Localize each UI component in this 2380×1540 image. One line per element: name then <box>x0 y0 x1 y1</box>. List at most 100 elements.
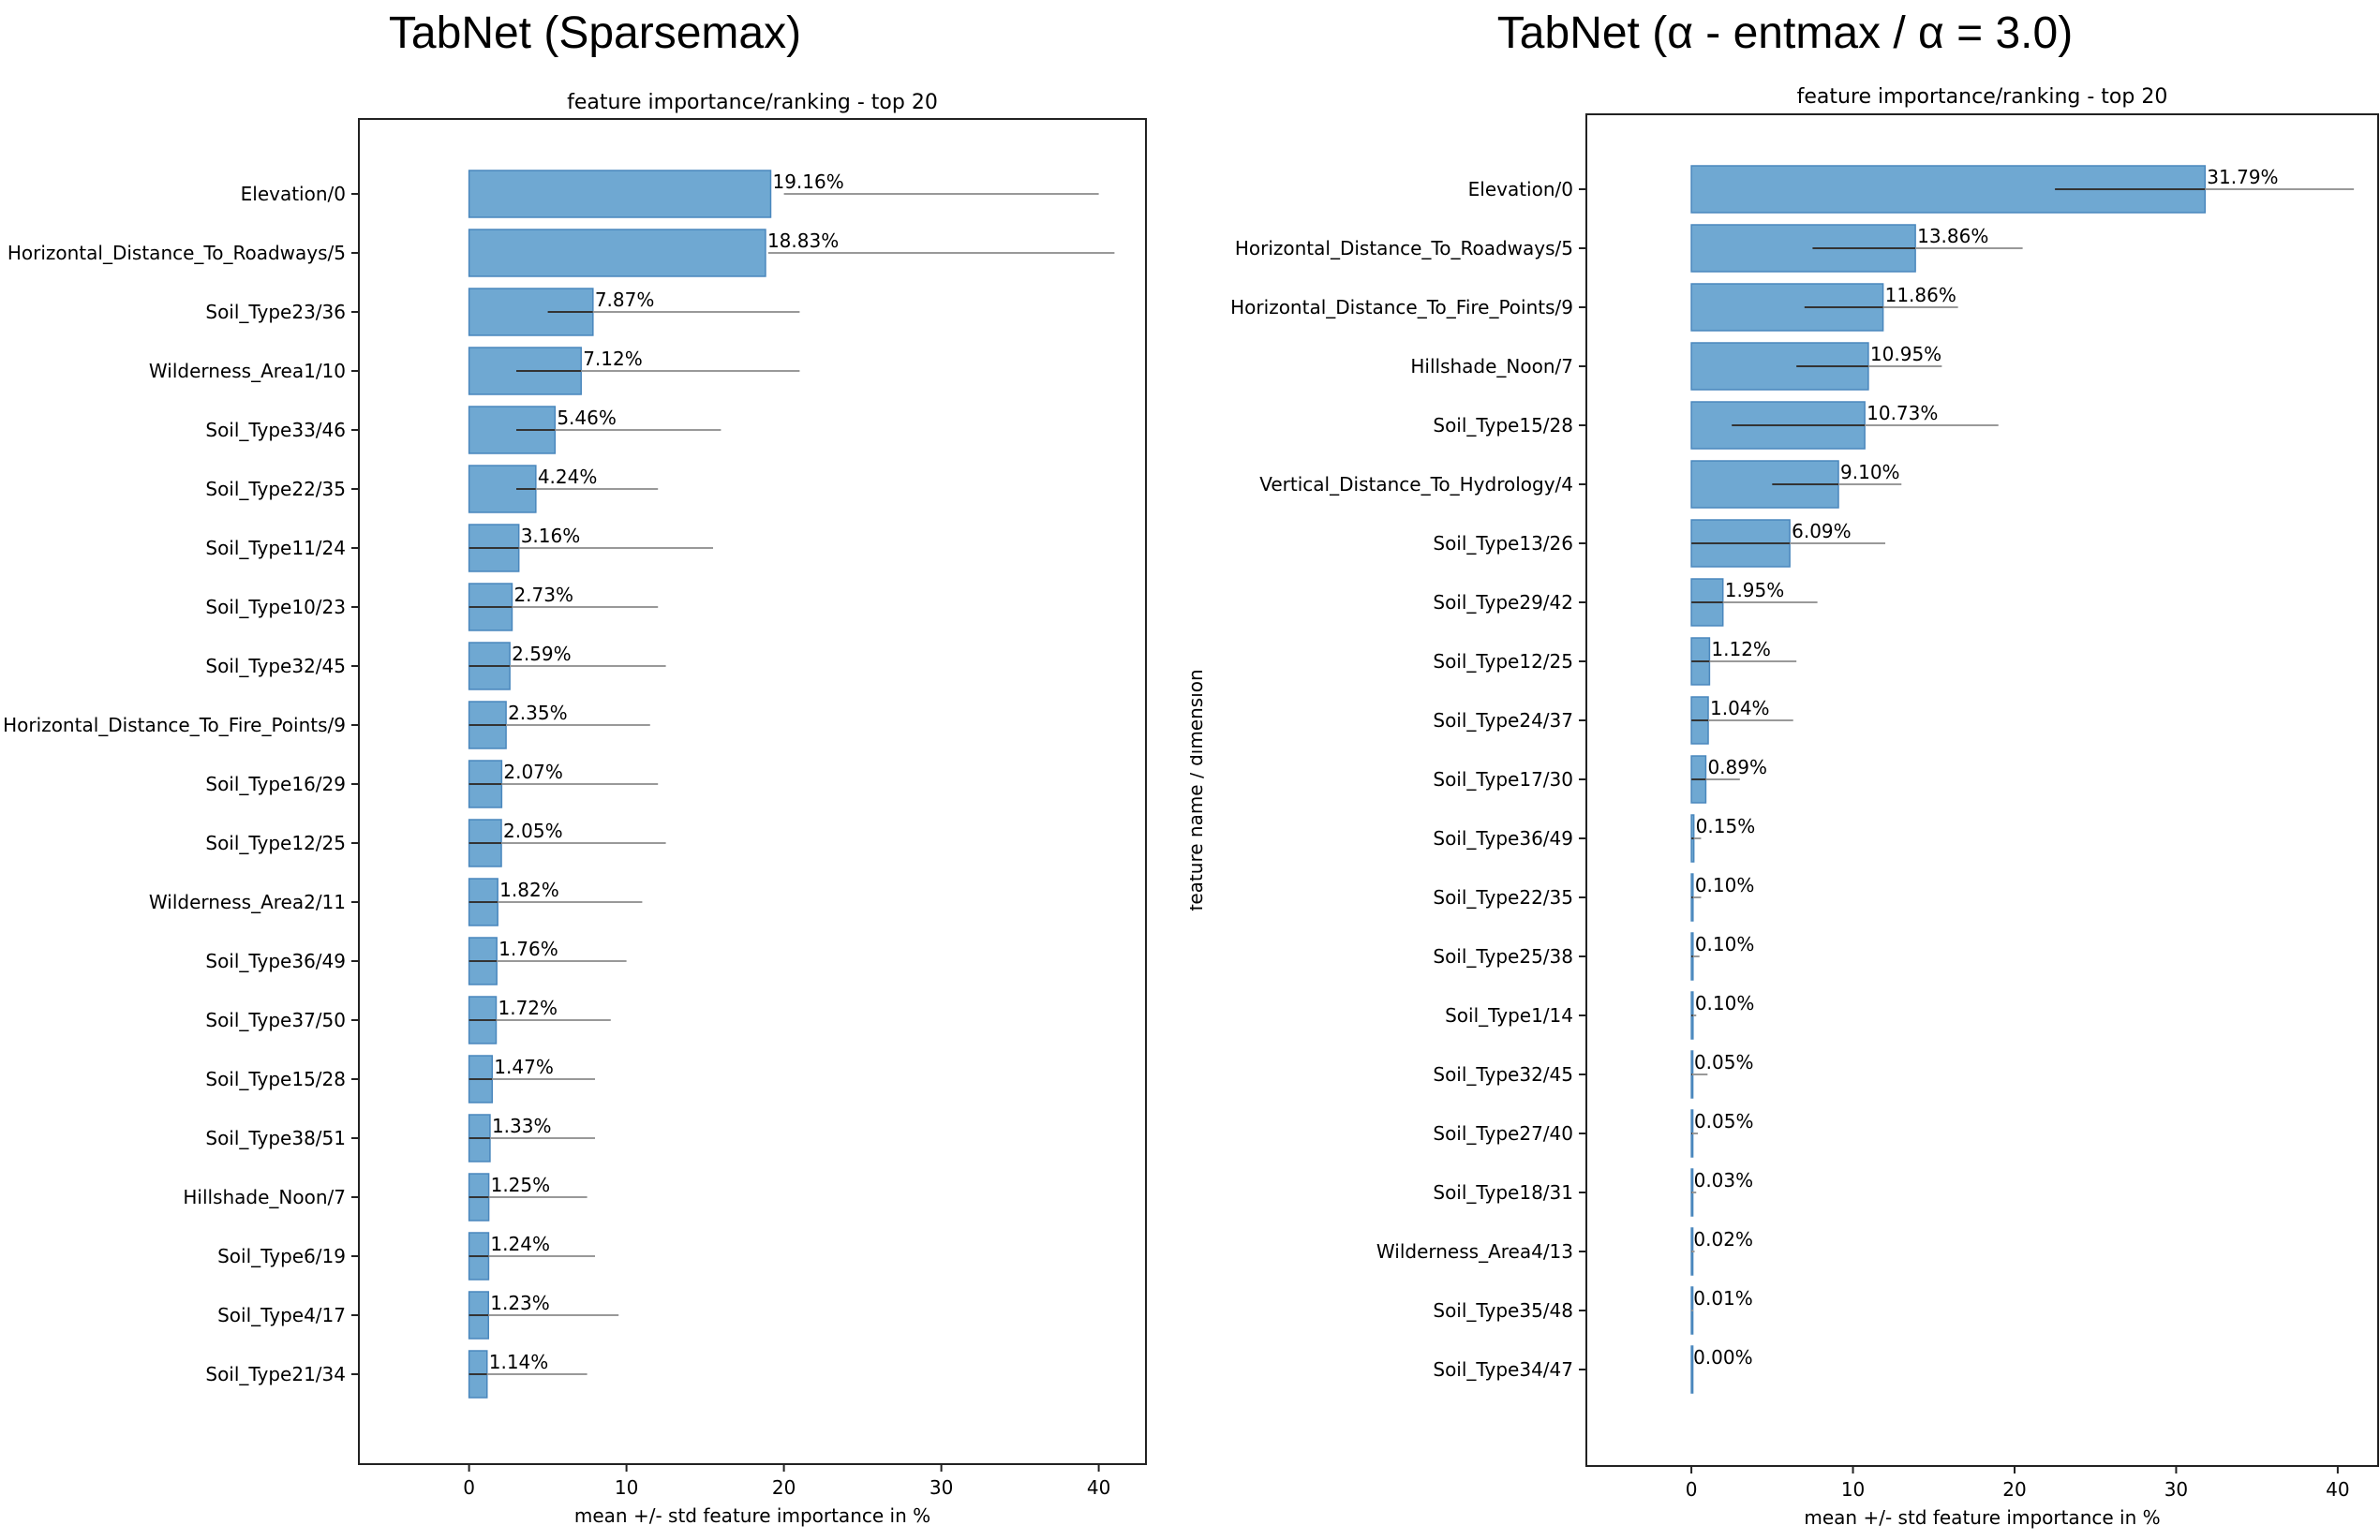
data-label: 13.86% <box>1917 225 1988 247</box>
y-tick-label: Soil_Type23/36 <box>205 301 346 323</box>
bar-chart-sparsemax: feature importance/ranking - top 20 mean … <box>3 91 1147 1527</box>
y-tick-label: Soil_Type35/48 <box>1433 1299 1573 1322</box>
x-tick-label: 30 <box>930 1476 953 1499</box>
bar <box>1690 342 1869 391</box>
y-tick-label: Soil_Type6/19 <box>217 1245 346 1267</box>
x-tick-label: 20 <box>2002 1478 2026 1501</box>
data-label: 0.05% <box>1694 1110 1754 1133</box>
data-label: 0.02% <box>1693 1228 1753 1251</box>
data-label: 1.95% <box>1725 579 1785 601</box>
y-tick-label: Soil_Type16/29 <box>205 773 346 795</box>
data-label: 0.10% <box>1695 874 1755 896</box>
y-axis-label: feature name / dimension <box>1190 669 1207 911</box>
bar <box>1690 1345 1694 1394</box>
data-label: 1.23% <box>490 1292 550 1314</box>
y-tick-label: Horizontal_Distance_To_Roadways/5 <box>7 242 346 264</box>
data-label: 19.16% <box>772 170 843 193</box>
data-label: 0.01% <box>1693 1287 1753 1310</box>
y-tick-label: Horizontal_Distance_To_Fire_Points/9 <box>1230 296 1573 318</box>
plot-frame <box>1585 113 2379 1467</box>
y-tick-label: Hillshade_Noon/7 <box>1410 355 1573 378</box>
data-label: 0.10% <box>1695 992 1755 1014</box>
data-label: 11.86% <box>1885 284 1956 306</box>
y-tick-label: Soil_Type12/25 <box>1433 650 1573 673</box>
y-tick-label: Soil_Type15/28 <box>1433 414 1573 437</box>
x-tick-label: 40 <box>2326 1478 2349 1501</box>
data-label: 2.59% <box>512 643 572 665</box>
y-tick-label: Soil_Type12/25 <box>205 832 346 854</box>
data-label: 1.24% <box>490 1233 550 1255</box>
plot-frame <box>358 118 1147 1465</box>
x-tick-label: 10 <box>1841 1478 1865 1501</box>
y-tick-label: Soil_Type29/42 <box>1433 591 1573 614</box>
y-tick-label: Soil_Type17/30 <box>1433 768 1573 791</box>
y-tick-label: Hillshade_Noon/7 <box>183 1186 346 1208</box>
y-tick-label: Soil_Type18/31 <box>1433 1181 1573 1204</box>
data-label: 1.82% <box>499 879 559 901</box>
data-label: 2.35% <box>508 702 568 724</box>
x-tick-label: 0 <box>463 1476 475 1499</box>
data-label: 7.12% <box>583 348 643 370</box>
data-label: 0.03% <box>1694 1169 1754 1192</box>
y-tick-label: Soil_Type33/46 <box>205 419 346 441</box>
y-tick-label: Soil_Type32/45 <box>1433 1063 1573 1086</box>
data-label: 5.46% <box>557 407 617 429</box>
data-label: 1.04% <box>1710 697 1770 719</box>
data-label: 0.10% <box>1695 933 1755 955</box>
y-tick-label: Soil_Type34/47 <box>1433 1358 1573 1381</box>
x-tick-label: 30 <box>2164 1478 2188 1501</box>
chart-heading: TabNet (α - entmax / α = 3.0) <box>1496 8 2074 58</box>
y-tick-label: Horizontal_Distance_To_Fire_Points/9 <box>3 714 346 736</box>
data-label: 10.73% <box>1867 402 1938 424</box>
data-label: 1.25% <box>491 1174 551 1196</box>
y-tick-label: Soil_Type37/50 <box>205 1009 346 1031</box>
data-label: 10.95% <box>1870 343 1941 365</box>
data-label: 4.24% <box>538 466 598 488</box>
data-label: 9.10% <box>1840 461 1900 483</box>
y-tick-label: Horizontal_Distance_To_Roadways/5 <box>1235 237 1573 259</box>
data-label: 1.33% <box>492 1115 552 1137</box>
y-tick-label: Soil_Type10/23 <box>205 596 346 618</box>
data-label: 1.76% <box>498 938 558 960</box>
data-label: 7.87% <box>595 289 655 311</box>
data-label: 0.15% <box>1696 815 1756 837</box>
y-tick-label: Soil_Type21/34 <box>205 1363 346 1385</box>
y-tick-label: Soil_Type11/24 <box>205 537 346 559</box>
y-tick-label: Soil_Type27/40 <box>1433 1122 1573 1145</box>
data-label: 0.05% <box>1694 1051 1754 1074</box>
chart-title: feature importance/ranking - top 20 <box>1797 85 2168 109</box>
data-label: 3.16% <box>521 525 581 547</box>
chart-panel-sparsemax: TabNet (Sparsemax) feature importance/ra… <box>0 0 1190 1536</box>
data-label: 1.12% <box>1711 638 1771 660</box>
data-label: 1.47% <box>494 1056 554 1078</box>
y-tick-label: Soil_Type36/49 <box>1433 827 1573 850</box>
data-label: 1.14% <box>489 1351 549 1373</box>
data-label: 6.09% <box>1792 520 1852 542</box>
x-tick-label: 40 <box>1087 1476 1110 1499</box>
chart-title: feature importance/ranking - top 20 <box>567 91 938 114</box>
y-tick-label: Soil_Type38/51 <box>205 1127 346 1149</box>
y-tick-label: Vertical_Distance_To_Hydrology/4 <box>1259 473 1573 496</box>
y-tick-label: Elevation/0 <box>1468 178 1573 200</box>
y-tick-label: Wilderness_Area1/10 <box>149 360 346 382</box>
data-label: 2.05% <box>503 820 563 842</box>
y-tick-label: Wilderness_Area4/13 <box>1376 1240 1573 1263</box>
y-tick-label: Soil_Type24/37 <box>1433 709 1573 732</box>
y-tick-label: Soil_Type15/28 <box>205 1068 346 1090</box>
y-tick-label: Wilderness_Area2/11 <box>149 891 346 913</box>
bar <box>468 229 766 277</box>
x-axis-label: mean +/- std feature importance in % <box>574 1504 930 1527</box>
data-label: 1.72% <box>498 997 558 1019</box>
y-tick-label: Soil_Type25/38 <box>1433 945 1573 968</box>
data-label: 31.79% <box>2207 166 2278 188</box>
y-tick-label: Elevation/0 <box>241 183 346 205</box>
data-label: 2.07% <box>503 761 563 783</box>
x-tick-label: 20 <box>772 1476 796 1499</box>
x-axis-label: mean +/- std feature importance in % <box>1804 1506 2160 1529</box>
data-label: 0.00% <box>1693 1346 1753 1369</box>
data-label: 18.83% <box>767 230 839 252</box>
x-tick-label: 10 <box>615 1476 638 1499</box>
x-tick-label: 0 <box>1686 1478 1698 1501</box>
data-label: 2.73% <box>513 584 573 606</box>
y-tick-label: Soil_Type22/35 <box>205 478 346 500</box>
